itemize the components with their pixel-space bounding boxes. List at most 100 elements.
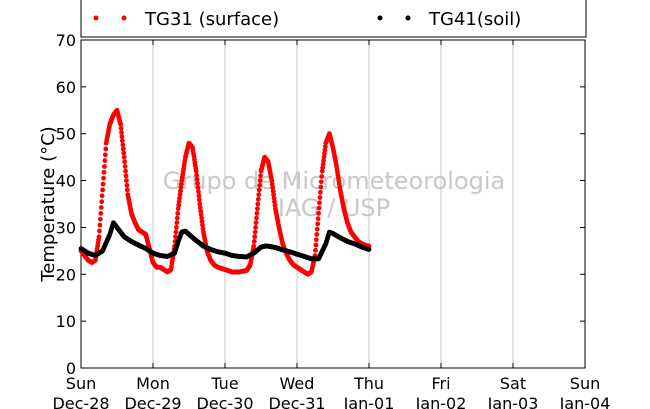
- data-point: [97, 228, 102, 234]
- data-point: [256, 187, 262, 193]
- data-point: [318, 189, 323, 195]
- data-point: [123, 173, 129, 179]
- data-point: [193, 168, 199, 174]
- watermark: Grupo de Micrometeorologia IAG / USP: [163, 167, 505, 222]
- data-point: [178, 185, 184, 191]
- data-point: [256, 192, 262, 198]
- data-point: [124, 187, 130, 193]
- data-point: [194, 172, 200, 178]
- data-point: [313, 237, 319, 243]
- data-point: [251, 243, 257, 249]
- y-tick-label: 70: [56, 31, 76, 50]
- data-point: [102, 164, 107, 169]
- data-point: [118, 126, 124, 131]
- data-point: [319, 174, 325, 179]
- data-point: [173, 229, 179, 235]
- grid-lines: [152, 40, 514, 368]
- data-point: [257, 182, 263, 188]
- data-point: [254, 210, 260, 216]
- data-point: [255, 196, 261, 202]
- legend-marker-soil: [377, 15, 383, 21]
- data-point: [320, 161, 326, 167]
- x-tick-label-date: Dec-29: [124, 394, 181, 409]
- data-point: [196, 193, 202, 199]
- data-point: [315, 221, 321, 227]
- data-point: [122, 164, 128, 169]
- data-point: [101, 175, 106, 181]
- y-tick-label: 0: [66, 359, 76, 378]
- data-point: [270, 188, 276, 194]
- data-point: [100, 181, 106, 187]
- x-tick-label-date: Dec-30: [196, 394, 253, 409]
- data-point: [319, 168, 325, 174]
- data-point: [272, 199, 277, 205]
- data-point: [317, 195, 323, 200]
- data-point: [122, 159, 128, 165]
- data-point: [196, 189, 201, 195]
- data-point: [98, 205, 104, 210]
- x-tick-label-weekday: Tue: [210, 374, 238, 393]
- data-point: [101, 169, 107, 175]
- data-point: [175, 210, 181, 216]
- data-point: [198, 208, 204, 214]
- data-point: [200, 222, 205, 228]
- data-point: [177, 192, 183, 198]
- x-tick-label-date: Jan-03: [487, 394, 539, 409]
- legend-marker-surface: [93, 15, 99, 21]
- y-tick-label: 30: [56, 218, 76, 237]
- data-point: [174, 220, 180, 226]
- legend-label-surface: TG31 (surface): [144, 9, 279, 30]
- data-point: [120, 138, 125, 144]
- data-point: [257, 178, 263, 183]
- data-point: [271, 195, 277, 201]
- y-tick-label: 50: [56, 125, 76, 144]
- data-point: [198, 212, 204, 217]
- data-point: [269, 181, 275, 187]
- x-tick-label-weekday: Mon: [136, 374, 170, 393]
- data-point: [200, 226, 206, 232]
- data-point: [120, 142, 126, 148]
- data-point: [197, 201, 203, 207]
- data-point: [322, 144, 328, 150]
- x-tick-label-date: Jan-04: [559, 394, 611, 409]
- data-point: [97, 216, 103, 222]
- data-point: [321, 154, 327, 160]
- data-point: [199, 215, 205, 221]
- data-point: [121, 150, 127, 156]
- data-point: [178, 181, 184, 187]
- data-point: [119, 134, 125, 140]
- data-point: [98, 210, 104, 216]
- legend-marker-surface: [121, 15, 127, 21]
- data-point: [258, 173, 263, 179]
- data-point: [314, 226, 320, 232]
- x-tick-label-weekday: Sun: [66, 374, 96, 393]
- data-point: [195, 181, 200, 186]
- data-point: [99, 193, 105, 199]
- data-point: [124, 178, 129, 183]
- data-point: [321, 158, 326, 164]
- legend: TG31 (surface) TG41(soil): [80, 0, 587, 38]
- data-point: [176, 202, 182, 208]
- data-point: [320, 165, 326, 171]
- x-tick-label-date: Jan-01: [343, 394, 395, 409]
- x-tick-label-weekday: Fri: [431, 374, 450, 393]
- data-point: [255, 206, 260, 212]
- plot-frame: [80, 39, 586, 369]
- data-point: [255, 201, 261, 207]
- data-point: [322, 151, 327, 157]
- data-point: [254, 215, 259, 221]
- legend-marker-soil: [405, 15, 411, 21]
- data-point: [313, 242, 319, 248]
- data-point: [124, 182, 130, 188]
- data-point: [195, 185, 201, 191]
- x-tick-label-date: Dec-31: [268, 394, 325, 409]
- data-point: [102, 158, 108, 164]
- x-tick-label-weekday: Wed: [280, 374, 315, 393]
- data-point: [313, 247, 318, 253]
- x-tick-label-weekday: Thu: [353, 374, 384, 393]
- axis-ticks: [80, 39, 586, 369]
- data-point: [317, 200, 322, 206]
- x-tick-label-date: Dec-28: [52, 394, 109, 409]
- data-point: [96, 234, 102, 240]
